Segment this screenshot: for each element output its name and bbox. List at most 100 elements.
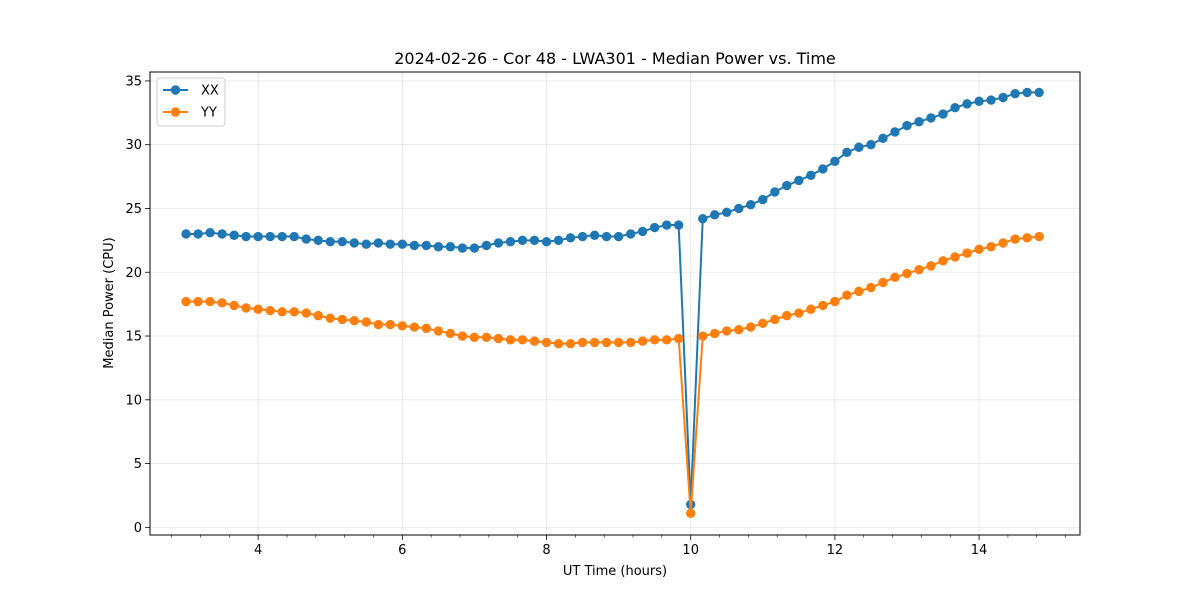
data-point-xx bbox=[241, 231, 251, 242]
data-point-xx bbox=[301, 234, 311, 244]
data-point-xx bbox=[457, 243, 468, 253]
data-point-yy bbox=[265, 305, 275, 316]
data-point-yy bbox=[1022, 233, 1032, 243]
data-point-yy bbox=[926, 261, 936, 271]
data-point-xx bbox=[505, 236, 516, 247]
data-point-yy bbox=[289, 307, 299, 317]
data-point-yy bbox=[878, 277, 888, 288]
data-point-xx bbox=[637, 226, 648, 237]
data-point-yy bbox=[385, 319, 395, 330]
data-point-yy bbox=[649, 335, 660, 345]
data-point-xx bbox=[998, 92, 1008, 103]
data-point-xx bbox=[649, 222, 660, 233]
data-point-xx bbox=[205, 228, 215, 238]
data-point-yy bbox=[950, 252, 960, 262]
data-point-xx bbox=[325, 236, 335, 247]
data-point-yy bbox=[661, 335, 672, 345]
data-point-xx bbox=[673, 220, 684, 230]
data-point-yy bbox=[517, 335, 528, 345]
data-point-yy bbox=[794, 308, 804, 318]
data-point-yy bbox=[457, 331, 468, 341]
legend-label-xx: XX bbox=[201, 84, 219, 99]
data-point-yy bbox=[529, 336, 540, 346]
data-point-xx bbox=[361, 239, 371, 249]
data-point-xx bbox=[517, 235, 528, 246]
data-point-yy bbox=[782, 310, 792, 321]
x-tick-label: 10 bbox=[682, 543, 699, 558]
data-point-xx bbox=[265, 231, 275, 242]
data-point-yy bbox=[734, 324, 744, 335]
data-point-yy bbox=[589, 337, 600, 348]
data-point-yy bbox=[277, 307, 287, 317]
data-point-yy bbox=[698, 331, 708, 341]
data-point-yy bbox=[746, 322, 756, 332]
data-point-xx bbox=[926, 113, 936, 123]
legend: XX YY bbox=[156, 77, 226, 127]
data-point-yy bbox=[998, 238, 1008, 248]
data-point-yy bbox=[397, 321, 408, 331]
data-point-yy bbox=[974, 244, 984, 254]
data-point-xx bbox=[433, 242, 444, 252]
data-point-xx bbox=[986, 95, 996, 105]
y-tick-label: 35 bbox=[125, 74, 142, 89]
data-point-xx bbox=[914, 117, 924, 127]
data-point-xx bbox=[806, 170, 816, 181]
data-point-xx bbox=[601, 231, 612, 242]
data-point-xx bbox=[710, 210, 720, 220]
data-point-xx bbox=[770, 187, 780, 197]
data-point-xx bbox=[193, 229, 203, 239]
data-point-yy bbox=[866, 282, 876, 293]
data-point-yy bbox=[625, 337, 636, 348]
data-point-xx bbox=[661, 220, 672, 230]
data-point-xx bbox=[445, 242, 456, 252]
data-point-yy bbox=[685, 508, 696, 519]
data-point-yy bbox=[505, 335, 516, 345]
data-point-yy bbox=[577, 337, 588, 348]
series-group bbox=[181, 87, 1044, 519]
data-point-yy bbox=[541, 337, 552, 348]
data-point-xx bbox=[890, 127, 900, 137]
data-point-yy bbox=[373, 319, 384, 330]
data-point-xx bbox=[541, 236, 552, 247]
chart-title: 2024-02-26 - Cor 48 - LWA301 - Median Po… bbox=[394, 49, 836, 68]
data-point-yy bbox=[217, 298, 227, 308]
data-point-yy bbox=[325, 313, 335, 323]
data-point-xx bbox=[1010, 88, 1020, 99]
data-point-xx bbox=[830, 156, 840, 166]
y-tick-label: 10 bbox=[125, 393, 142, 408]
data-point-yy bbox=[421, 323, 432, 334]
data-point-yy bbox=[986, 242, 996, 252]
data-point-xx bbox=[313, 235, 323, 246]
data-point-xx bbox=[409, 240, 420, 251]
data-point-yy bbox=[493, 333, 504, 344]
y-tick-label: 5 bbox=[134, 457, 142, 472]
data-point-xx bbox=[481, 240, 492, 251]
data-point-xx bbox=[902, 120, 912, 131]
data-point-xx bbox=[217, 229, 227, 239]
data-point-xx bbox=[349, 238, 359, 248]
y-tick-label: 15 bbox=[125, 330, 142, 345]
data-point-yy bbox=[313, 310, 323, 321]
data-point-yy bbox=[902, 268, 912, 279]
data-point-yy bbox=[1034, 231, 1044, 242]
data-point-xx bbox=[625, 229, 636, 239]
data-point-xx bbox=[421, 240, 432, 251]
data-point-yy bbox=[637, 336, 648, 346]
data-point-yy bbox=[181, 296, 191, 307]
data-point-yy bbox=[553, 338, 564, 349]
data-point-yy bbox=[253, 304, 263, 314]
data-point-yy bbox=[962, 248, 972, 258]
y-tick-label: 0 bbox=[134, 521, 142, 536]
data-point-xx bbox=[397, 239, 408, 249]
data-point-yy bbox=[481, 332, 492, 343]
legend-marker-yy bbox=[170, 107, 181, 117]
data-point-xx bbox=[794, 175, 804, 186]
data-point-xx bbox=[974, 96, 984, 107]
data-point-xx bbox=[854, 142, 864, 152]
data-point-xx bbox=[866, 140, 876, 150]
data-point-yy bbox=[770, 314, 780, 325]
data-point-xx bbox=[373, 238, 384, 248]
data-point-xx bbox=[962, 99, 972, 109]
data-point-yy bbox=[673, 333, 684, 344]
